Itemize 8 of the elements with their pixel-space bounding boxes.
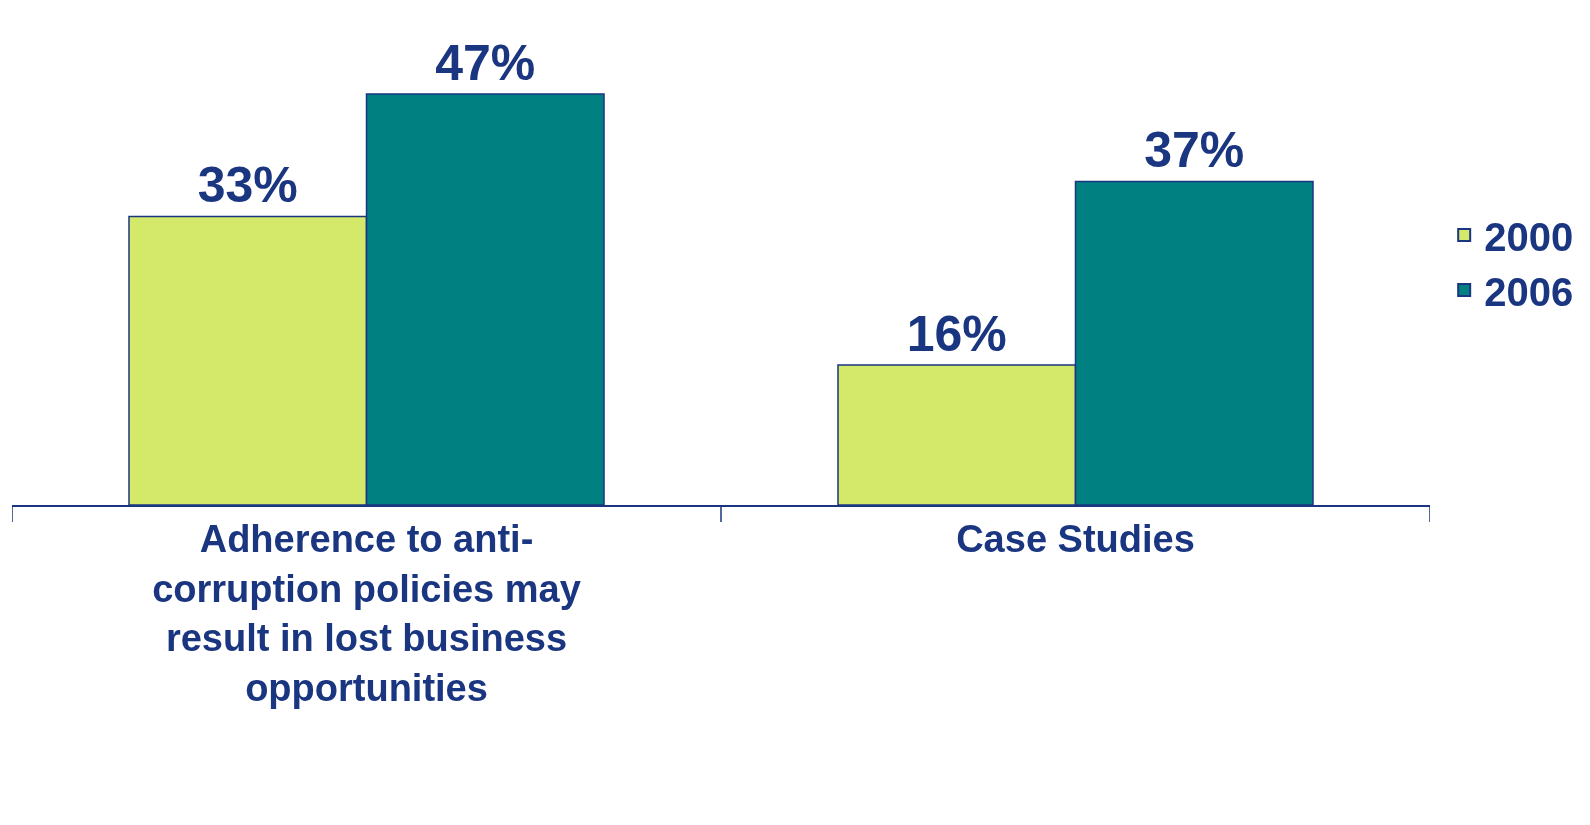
legend-label: 2000 bbox=[1484, 214, 1574, 259]
x-tick-label: Case Studies bbox=[956, 518, 1195, 561]
data-label: 33% bbox=[197, 157, 298, 214]
data-label: 47% bbox=[435, 34, 536, 91]
x-tick-label: Adherence to anti-corruption policies may result in lost business opportunities bbox=[152, 518, 581, 709]
data-label: 16% bbox=[906, 306, 1007, 363]
data-label: 37% bbox=[1144, 122, 1245, 179]
legend-label: 2006 bbox=[1484, 269, 1574, 314]
